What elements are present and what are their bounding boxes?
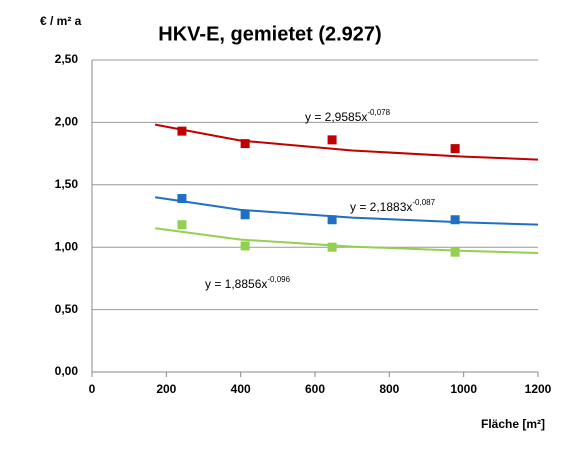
marker <box>240 139 250 149</box>
marker <box>450 144 460 154</box>
equation-exponent: -0,096 <box>267 275 290 284</box>
trend-equation: y = 2,1883x-0,087 <box>350 198 436 214</box>
trend-equation: y = 2,9585x-0,078 <box>305 108 391 124</box>
y-tick-label: 2,50 <box>55 52 79 66</box>
chart-title: HKV-E, gemietet (2.927) <box>158 23 381 45</box>
y-tick-label: 0,50 <box>55 302 79 316</box>
marker <box>327 135 337 145</box>
x-axis-label: Fläche [m²] <box>481 417 545 431</box>
x-tick-label: 600 <box>305 382 325 396</box>
x-tick-label: 200 <box>156 382 176 396</box>
marker <box>240 210 250 220</box>
x-tick-label: 800 <box>379 382 399 396</box>
y-tick-label: 1,00 <box>55 239 79 253</box>
marker <box>177 126 187 136</box>
trend-line <box>155 227 539 254</box>
marker <box>450 247 460 257</box>
trend-line <box>154 123 539 161</box>
marker <box>177 220 187 230</box>
equation-text: y = 2,1883x <box>350 200 412 214</box>
y-tick-label: 0,00 <box>55 364 79 378</box>
trend-equation: y = 1,8856x-0,096 <box>205 275 291 291</box>
x-tick-label: 1000 <box>450 382 477 396</box>
marker <box>327 215 337 225</box>
equation-exponent: -0,087 <box>412 198 435 207</box>
x-tick-label: 0 <box>89 382 96 396</box>
marker <box>240 241 250 251</box>
marker <box>327 242 337 252</box>
equation-text: y = 1,8856x <box>205 277 267 291</box>
trend-line <box>155 196 539 226</box>
x-tick-label: 1200 <box>525 382 552 396</box>
marker <box>177 194 187 204</box>
equation-exponent: -0,078 <box>367 108 390 117</box>
equation-text: y = 2,9585x <box>305 110 367 124</box>
x-tick-label: 400 <box>231 382 251 396</box>
y-axis-label: € / m² a <box>40 14 82 28</box>
y-tick-label: 1,50 <box>55 177 79 191</box>
y-tick-label: 2,00 <box>55 115 79 129</box>
marker <box>450 215 460 225</box>
